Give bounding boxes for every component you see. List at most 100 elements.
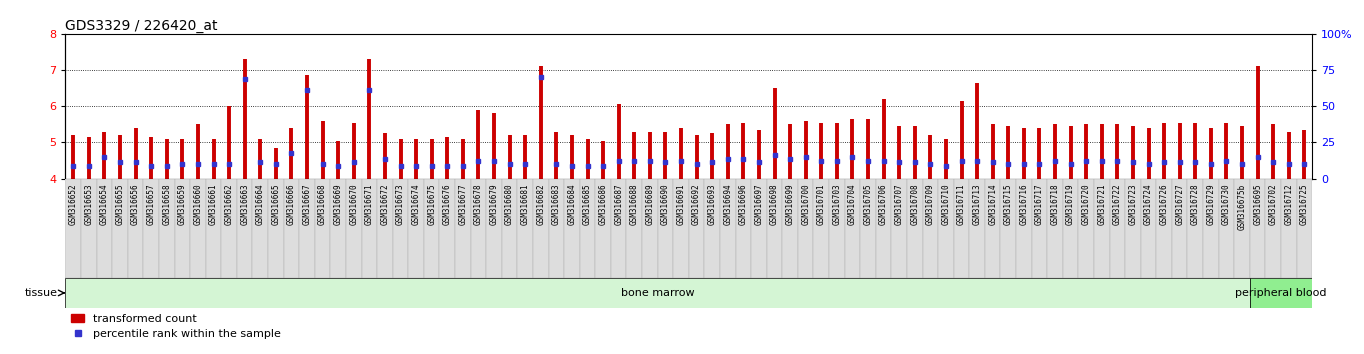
Text: GSM316727: GSM316727 bbox=[1176, 184, 1184, 225]
Text: GSM316688: GSM316688 bbox=[630, 184, 638, 225]
Text: GSM316699: GSM316699 bbox=[786, 184, 795, 225]
Text: GSM316663: GSM316663 bbox=[240, 184, 250, 225]
Bar bbox=[486, 179, 502, 278]
Text: GSM316724: GSM316724 bbox=[1144, 184, 1153, 225]
Text: GSM316683: GSM316683 bbox=[552, 184, 561, 225]
Text: GSM316675: GSM316675 bbox=[427, 184, 436, 225]
Bar bbox=[689, 179, 704, 278]
Legend: transformed count, percentile rank within the sample: transformed count, percentile rank withi… bbox=[71, 314, 281, 339]
Text: GSM316680: GSM316680 bbox=[505, 184, 514, 225]
Bar bbox=[1001, 179, 1016, 278]
Text: GSM316716: GSM316716 bbox=[1019, 184, 1028, 225]
Bar bbox=[80, 179, 97, 278]
Bar bbox=[626, 179, 642, 278]
Text: GSM316721: GSM316721 bbox=[1097, 184, 1106, 225]
Text: GSM316671: GSM316671 bbox=[364, 184, 374, 225]
Bar bbox=[548, 179, 565, 278]
Bar bbox=[471, 179, 486, 278]
Bar bbox=[128, 179, 143, 278]
Text: GSM316662: GSM316662 bbox=[225, 184, 233, 225]
Bar bbox=[393, 179, 408, 278]
Bar bbox=[565, 179, 580, 278]
Text: GSM316711: GSM316711 bbox=[958, 184, 966, 225]
Bar bbox=[221, 179, 237, 278]
Text: GSM316670: GSM316670 bbox=[349, 184, 359, 225]
Text: GSM316729: GSM316729 bbox=[1206, 184, 1215, 225]
Bar bbox=[160, 179, 175, 278]
Text: GSM316674: GSM316674 bbox=[412, 184, 420, 225]
Text: GSM316652: GSM316652 bbox=[68, 184, 78, 225]
Text: GSM316678: GSM316678 bbox=[473, 184, 483, 225]
Bar bbox=[985, 179, 1001, 278]
Text: GSM316669: GSM316669 bbox=[334, 184, 342, 225]
Bar bbox=[1125, 179, 1140, 278]
Bar bbox=[502, 179, 517, 278]
Bar bbox=[424, 179, 439, 278]
Text: GSM316673: GSM316673 bbox=[396, 184, 405, 225]
Text: GSM316687: GSM316687 bbox=[614, 184, 623, 225]
Text: GSM316656: GSM316656 bbox=[131, 184, 140, 225]
Bar bbox=[1079, 179, 1094, 278]
Text: GSM316712: GSM316712 bbox=[1285, 184, 1293, 225]
Bar bbox=[720, 179, 735, 278]
Text: GSM316659: GSM316659 bbox=[177, 184, 187, 225]
Text: GSM316658: GSM316658 bbox=[162, 184, 172, 225]
Text: GSM316661: GSM316661 bbox=[209, 184, 218, 225]
Bar bbox=[517, 179, 533, 278]
Text: GSM316691: GSM316691 bbox=[677, 184, 686, 225]
Bar bbox=[970, 179, 985, 278]
Bar bbox=[408, 179, 424, 278]
Bar bbox=[346, 179, 361, 278]
Bar bbox=[456, 179, 471, 278]
Bar bbox=[595, 179, 611, 278]
Text: GSM316672: GSM316672 bbox=[381, 184, 390, 225]
Text: tissue: tissue bbox=[25, 288, 57, 298]
Bar bbox=[376, 179, 393, 278]
Bar bbox=[1203, 179, 1218, 278]
Bar bbox=[1094, 179, 1109, 278]
Text: GSM316730: GSM316730 bbox=[1222, 184, 1230, 225]
Text: GSM316681: GSM316681 bbox=[521, 184, 529, 225]
Text: GSM316660: GSM316660 bbox=[194, 184, 202, 225]
Bar bbox=[252, 179, 269, 278]
Text: GSM316682: GSM316682 bbox=[536, 184, 546, 225]
Text: GSM316725: GSM316725 bbox=[1300, 184, 1309, 225]
Text: GSM316713: GSM316713 bbox=[973, 184, 982, 225]
Bar bbox=[1249, 278, 1312, 308]
Bar bbox=[190, 179, 206, 278]
Bar bbox=[269, 179, 284, 278]
Bar bbox=[1048, 179, 1063, 278]
Bar bbox=[674, 179, 689, 278]
Bar bbox=[1281, 179, 1297, 278]
Bar bbox=[315, 179, 330, 278]
Text: GSM316720: GSM316720 bbox=[1082, 184, 1091, 225]
Text: GSM316717: GSM316717 bbox=[1035, 184, 1043, 225]
Bar bbox=[299, 179, 315, 278]
Text: GSM316722: GSM316722 bbox=[1113, 184, 1121, 225]
Bar bbox=[1109, 179, 1125, 278]
Bar bbox=[65, 179, 80, 278]
Text: GSM316697: GSM316697 bbox=[754, 184, 764, 225]
Bar bbox=[735, 179, 752, 278]
Text: GSM316714: GSM316714 bbox=[988, 184, 997, 225]
Bar bbox=[580, 179, 595, 278]
Bar bbox=[752, 179, 767, 278]
Text: GDS3329 / 226420_at: GDS3329 / 226420_at bbox=[65, 19, 218, 33]
Bar bbox=[1297, 179, 1312, 278]
Text: GSM316719: GSM316719 bbox=[1067, 184, 1075, 225]
Text: GSM316723: GSM316723 bbox=[1128, 184, 1138, 225]
Bar bbox=[284, 179, 299, 278]
Bar bbox=[361, 179, 376, 278]
Bar bbox=[907, 179, 922, 278]
Text: GSM316692: GSM316692 bbox=[692, 184, 701, 225]
Text: GSM316685: GSM316685 bbox=[582, 184, 592, 225]
Bar bbox=[767, 179, 783, 278]
Bar bbox=[237, 179, 252, 278]
Bar bbox=[657, 179, 674, 278]
Text: GSM316675b: GSM316675b bbox=[1237, 184, 1247, 230]
Bar bbox=[704, 179, 720, 278]
Text: GSM316667: GSM316667 bbox=[303, 184, 311, 225]
Text: GSM316653: GSM316653 bbox=[85, 184, 93, 225]
Text: GSM316693: GSM316693 bbox=[708, 184, 716, 225]
Bar bbox=[1249, 179, 1266, 278]
